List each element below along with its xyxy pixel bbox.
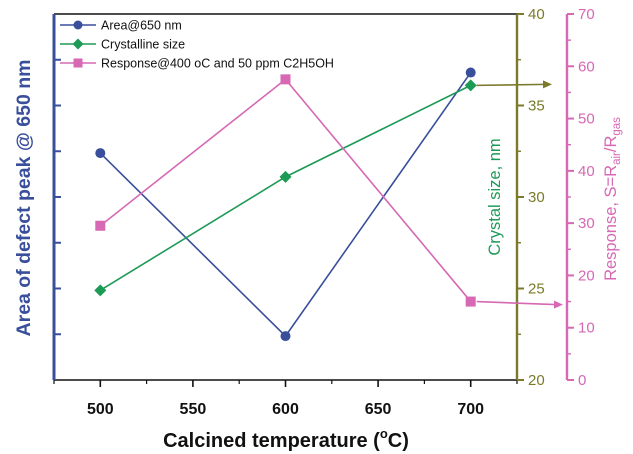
legend-marker-1 — [73, 20, 83, 30]
response-axis-tick-label: 60 — [578, 58, 595, 75]
legend-label-3: Response@400 oC and 50 ppm C2H5OH — [101, 57, 334, 71]
response-axis-tick-label: 10 — [578, 320, 595, 337]
x-axis-label-part: Calcined temperature ( — [163, 430, 380, 452]
crystal-axis-tick-label: 20 — [528, 372, 545, 389]
response-arrow-head — [554, 300, 563, 309]
legend: Area@650 nm Crystalline size Response@400 … — [60, 19, 334, 71]
response-arrow-shaft — [476, 300, 556, 306]
x-tick-label: 550 — [180, 401, 207, 418]
response-axis-tick-label: 30 — [578, 215, 595, 232]
response-axis-tick-label: 70 — [578, 6, 595, 23]
response-axis-tick-label: 20 — [578, 267, 595, 284]
response-axis: 0 10 20 30 40 50 60 70 — [565, 6, 595, 389]
response-axis-label: Response, S=Rair/Rgas — [602, 117, 623, 281]
response-axis-label-part: air — [611, 152, 623, 165]
x-axis-label-part: C) — [388, 430, 409, 452]
response-axis-label-part: Response, S=R — [602, 165, 620, 281]
legend-label-2: Crystalline size — [101, 38, 185, 52]
series-group — [94, 67, 563, 342]
x-tick-label: 500 — [87, 401, 114, 418]
crystal-size-axis: 20 25 30 35 40 — [515, 6, 545, 389]
crystal-arrow-shaft — [476, 83, 546, 87]
response-axis-tick-label: 40 — [578, 163, 595, 180]
series-3-point — [465, 296, 476, 307]
x-axis-label-part: o — [380, 426, 388, 441]
left-axis-label: Area of defect peak @ 650 nm — [13, 60, 35, 337]
series-1-point — [95, 148, 106, 159]
x-axis-label: Calcined temperature (oC) — [163, 426, 409, 452]
series-2-point — [464, 79, 477, 92]
series-line-2 — [99, 84, 472, 292]
left-axis — [52, 14, 61, 380]
response-axis-tick-label: 0 — [578, 372, 586, 389]
series-2-point — [94, 284, 107, 297]
crystal-axis-label: Crystal size, nm — [486, 138, 504, 255]
response-axis-label-part: gas — [611, 117, 623, 136]
x-axis: 500 550 600 650 700 — [53, 380, 518, 418]
x-tick-label: 600 — [272, 401, 299, 418]
crystal-axis-tick-label: 30 — [528, 189, 545, 206]
response-axis-tick-label: 50 — [578, 111, 595, 128]
series-3-point — [95, 220, 106, 231]
series-1-point — [465, 67, 476, 78]
crystal-axis-tick-label: 35 — [528, 98, 545, 115]
series-1-point — [280, 331, 291, 342]
axis-labels: Area of defect peak @ 650 nm Crystal size… — [13, 60, 623, 452]
legend-marker-3 — [73, 58, 83, 68]
x-tick-label: 700 — [457, 401, 484, 418]
crystal-arrow-head — [543, 80, 552, 89]
series-2-point — [279, 170, 292, 183]
x-tick-label: 650 — [365, 401, 392, 418]
legend-marker-2 — [72, 38, 84, 50]
response-axis-label-part: /R — [602, 136, 620, 153]
legend-label-1: Area@650 nm — [101, 19, 182, 33]
crystal-axis-tick-label: 40 — [528, 6, 545, 23]
series-3-point — [280, 74, 291, 85]
crystal-axis-tick-label: 25 — [528, 281, 545, 298]
